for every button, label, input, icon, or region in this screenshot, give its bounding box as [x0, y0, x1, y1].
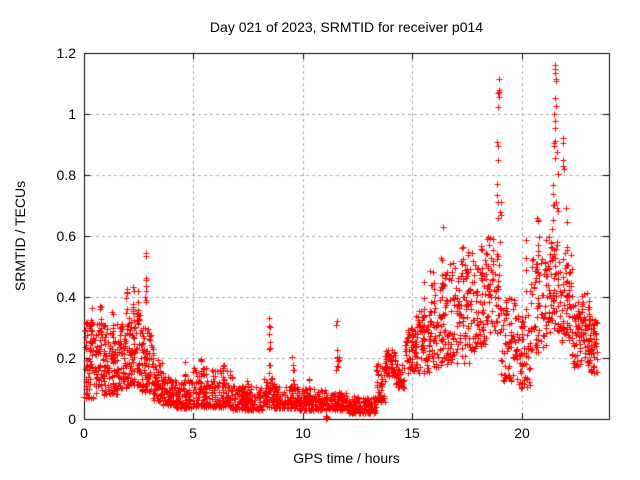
y-tick-label: 1.2 — [56, 45, 76, 61]
x-tick-label: 0 — [80, 425, 88, 441]
x-tick-label: 20 — [514, 425, 530, 441]
x-axis-label: GPS time / hours — [293, 450, 400, 466]
y-tick-label: 0.2 — [56, 350, 76, 366]
x-tick-label: 5 — [189, 425, 197, 441]
x-tick-label: 10 — [295, 425, 311, 441]
y-tick-label: 1 — [68, 106, 76, 122]
x-tick-label: 15 — [404, 425, 420, 441]
y-tick-label: 0 — [68, 411, 76, 427]
y-tick-label: 0.8 — [56, 167, 76, 183]
y-tick-label: 0.4 — [56, 289, 76, 305]
y-tick-label: 0.6 — [56, 228, 76, 244]
chart-title: Day 021 of 2023, SRMTID for receiver p01… — [209, 19, 484, 35]
